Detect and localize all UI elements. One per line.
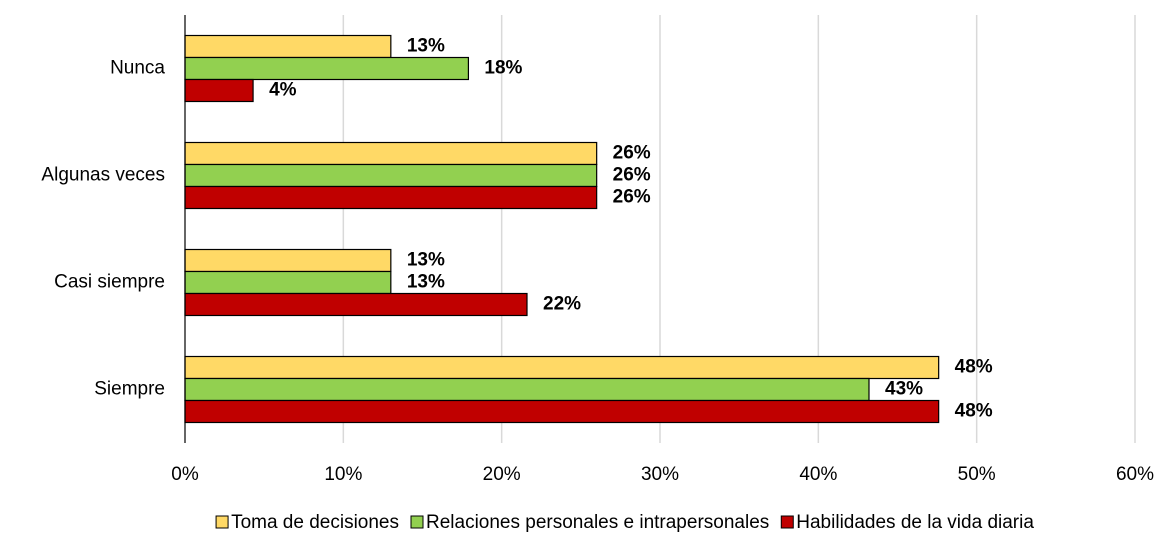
bar <box>184 270 392 295</box>
x-tick-label: 20% <box>483 464 521 485</box>
bar <box>184 56 470 81</box>
data-label: 22% <box>543 294 581 315</box>
legend-label: Relaciones personales e intrapersonales <box>426 512 769 533</box>
bar <box>184 248 392 273</box>
data-label: 13% <box>407 250 445 271</box>
bar <box>184 355 940 380</box>
x-tick-label: 50% <box>958 464 996 485</box>
y-tick-label: Siempre <box>94 379 165 400</box>
bar <box>184 292 528 317</box>
data-label: 26% <box>613 187 651 208</box>
x-tick-label: 10% <box>324 464 362 485</box>
data-label: 26% <box>613 165 651 186</box>
bar <box>184 34 392 59</box>
x-tick-label: 40% <box>799 464 837 485</box>
data-label: 26% <box>613 143 651 164</box>
data-label: 48% <box>955 401 993 422</box>
bar <box>184 141 598 166</box>
y-tick-label: Casi siempre <box>54 272 165 293</box>
legend-label: Toma de decisiones <box>231 512 399 533</box>
legend-swatch <box>780 515 794 529</box>
legend-swatch <box>410 515 424 529</box>
bar <box>184 163 598 188</box>
data-label: 13% <box>407 36 445 57</box>
bar <box>184 399 940 424</box>
legend-label: Habilidades de la vida diaria <box>796 512 1034 533</box>
data-label: 43% <box>885 379 923 400</box>
bar <box>184 185 598 210</box>
legend-swatch <box>215 515 229 529</box>
x-tick-label: 30% <box>641 464 679 485</box>
data-label: 13% <box>407 272 445 293</box>
x-tick-label: 0% <box>171 464 199 485</box>
y-tick-label: Algunas veces <box>41 165 165 186</box>
data-label: 48% <box>955 357 993 378</box>
data-label: 4% <box>269 80 297 101</box>
bar <box>184 78 254 103</box>
data-label: 18% <box>484 58 522 79</box>
bar <box>184 377 870 402</box>
y-tick-label: Nunca <box>110 58 165 79</box>
x-tick-label: 60% <box>1116 464 1154 485</box>
